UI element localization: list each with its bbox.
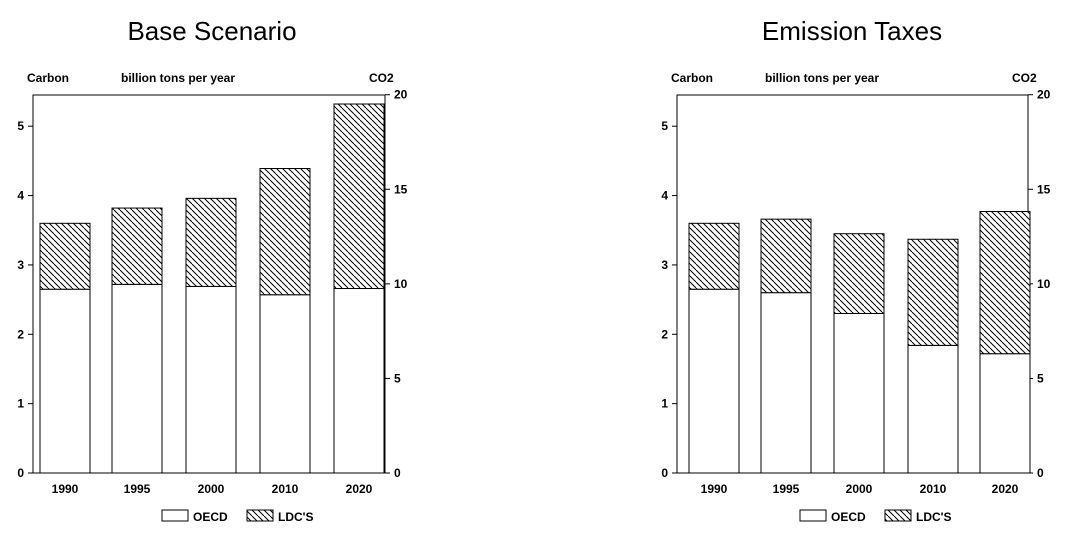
chart-2-title: Emission Taxes: [762, 16, 942, 46]
chart-2-bar-oecd: [688, 288, 740, 474]
chart-2-bar-ldcs: [688, 222, 740, 290]
chart-2-bar-ldcs: [760, 218, 812, 294]
chart-2-left-tick-label: 2: [661, 327, 668, 341]
chart-2-legend-swatch-ldcs: [884, 509, 912, 522]
chart-1-legend-label-oecd: OECD: [193, 510, 228, 524]
chart-1-title: Base Scenario: [127, 16, 296, 46]
chart-2-left-tick-label: 3: [661, 258, 668, 272]
chart-1-bar-oecd: [333, 288, 385, 474]
chart-1-x-tick-label: 2010: [272, 482, 299, 496]
chart-1-x-tick-label: 2020: [346, 482, 373, 496]
chart-2-bar-oecd: [760, 292, 812, 474]
chart-2-left-axis-label: Carbon: [671, 71, 713, 85]
chart-2-x-tick-label: 2000: [846, 482, 873, 496]
chart-2-right-axis-label: CO2: [1012, 71, 1037, 85]
chart-2-x-tick-label: 2010: [920, 482, 947, 496]
chart-2-left-tick-label: 0: [661, 466, 668, 480]
chart-1-right-tick-label: 0: [394, 466, 401, 480]
chart-2-bar-ldcs: [979, 211, 1031, 355]
chart-2-bar-oecd: [833, 312, 885, 474]
chart-1-bar-oecd: [185, 285, 237, 474]
chart-2-right-tick-label: 5: [1037, 371, 1044, 385]
chart-1-unit-label: billion tons per year: [121, 71, 235, 85]
chart-1-right-tick-label: 15: [394, 182, 408, 196]
chart-1-x-tick-label: 2000: [198, 482, 225, 496]
chart-1-legend-swatch-oecd: [161, 509, 189, 522]
chart-2-bar-ldcs: [833, 233, 885, 314]
chart-2-x-tick-label: 1990: [701, 482, 728, 496]
chart-2-bar-ldcs: [907, 238, 959, 346]
chart-1-bar-ldcs: [111, 207, 163, 285]
chart-2-x-tick-label: 1995: [773, 482, 800, 496]
chart-1-left-tick-label: 1: [17, 397, 24, 411]
chart-1-left-tick-label: 2: [17, 327, 24, 341]
chart-1-bar-oecd: [259, 294, 311, 474]
chart-1-bar-ldcs: [39, 222, 91, 290]
chart-1-right-axis-label: CO2: [369, 71, 394, 85]
chart-1-left-tick-label: 4: [17, 189, 24, 203]
chart-1-left-tick-label: 0: [17, 466, 24, 480]
chart-1-bar-ldcs: [185, 197, 237, 287]
chart-2-legend-label-oecd: OECD: [831, 510, 866, 524]
chart-2-x-tick-label: 2020: [992, 482, 1019, 496]
chart-1-bar-oecd: [111, 283, 163, 474]
chart-1-bar-oecd: [39, 288, 91, 474]
chart-1-left-tick-label: 3: [17, 258, 24, 272]
chart-2-left-tick-label: 1: [661, 397, 668, 411]
chart-1-x-tick-label: 1995: [124, 482, 151, 496]
chart-2-right-tick-label: 15: [1037, 182, 1051, 196]
chart-1-right-tick-label: 5: [394, 371, 401, 385]
chart-2-right-tick-label: 0: [1037, 466, 1044, 480]
chart-1-bar-ldcs: [333, 103, 385, 290]
chart-2-bar-oecd: [907, 344, 959, 474]
chart-1-legend-label-ldcs: LDC'S: [278, 510, 314, 524]
chart-1-right-tick-label: 10: [394, 277, 408, 291]
chart-2-legend-swatch-oecd: [799, 509, 827, 522]
chart-1-right-tick-label: 20: [394, 88, 408, 102]
chart-2-left-tick-label: 4: [661, 189, 668, 203]
chart-2-unit-label: billion tons per year: [765, 71, 879, 85]
chart-2-right-tick-label: 20: [1037, 88, 1051, 102]
chart-1-bar-ldcs: [259, 168, 311, 296]
chart-1-left-axis-label: Carbon: [27, 71, 69, 85]
chart-1-legend-swatch-ldcs: [246, 509, 274, 522]
chart-2-bar-oecd: [979, 353, 1031, 474]
chart-1-left-tick-label: 5: [17, 119, 24, 133]
chart-1-x-tick-label: 1990: [52, 482, 79, 496]
chart-2-left-tick-label: 5: [661, 119, 668, 133]
chart-2-right-tick-label: 10: [1037, 277, 1051, 291]
chart-2-legend-label-ldcs: LDC'S: [916, 510, 952, 524]
